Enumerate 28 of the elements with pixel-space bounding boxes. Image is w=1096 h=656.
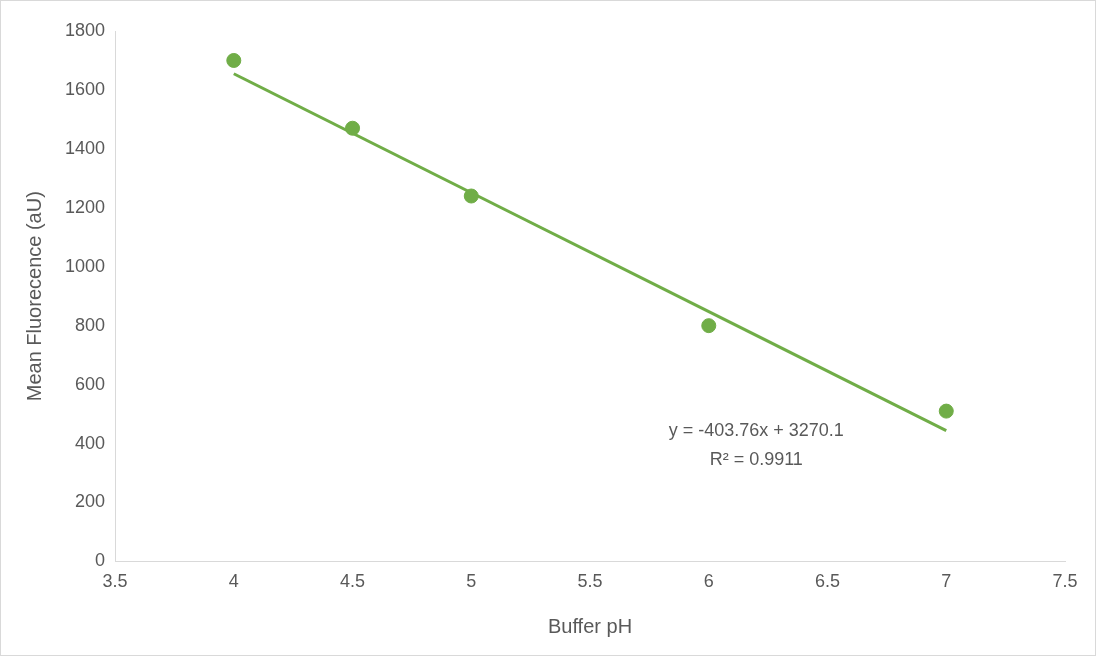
y-tick-label: 1000 <box>65 255 106 276</box>
annotation: y = -403.76x + 3270.1 <box>668 420 844 441</box>
y-tick-label: 1800 <box>65 19 106 40</box>
point <box>938 403 954 419</box>
x-tick-label: 3.5 <box>102 571 128 592</box>
x-tick-label: 4 <box>228 571 239 592</box>
y-tick-label: 600 <box>75 373 106 394</box>
x-tick-label: 4.5 <box>340 571 366 592</box>
y-tick-label: 800 <box>75 314 106 335</box>
y-tick-label: 0 <box>95 550 106 571</box>
y-tick-label: 200 <box>75 491 106 512</box>
x-tick-label: 6.5 <box>815 571 841 592</box>
y-axis-title: Mean Fluorecence (aU) <box>22 191 45 402</box>
point <box>701 318 717 334</box>
y-tick-label: 400 <box>75 432 106 453</box>
y-tick-label: 1400 <box>65 137 106 158</box>
y-tick-label: 1200 <box>65 196 106 217</box>
y-tick-label: 1600 <box>65 78 106 99</box>
x-tick-label: 6 <box>703 571 714 592</box>
annotation: R² = 0.9911 <box>709 449 803 470</box>
point <box>463 188 479 204</box>
point <box>345 120 361 136</box>
x-tick-label: 5.5 <box>577 571 603 592</box>
x-tick-label: 7 <box>941 571 952 592</box>
x-tick-label: 5 <box>466 571 477 592</box>
x-axis-title: Buffer pH <box>547 614 633 637</box>
x-tick-label: 7.5 <box>1052 571 1078 592</box>
point <box>226 52 242 68</box>
